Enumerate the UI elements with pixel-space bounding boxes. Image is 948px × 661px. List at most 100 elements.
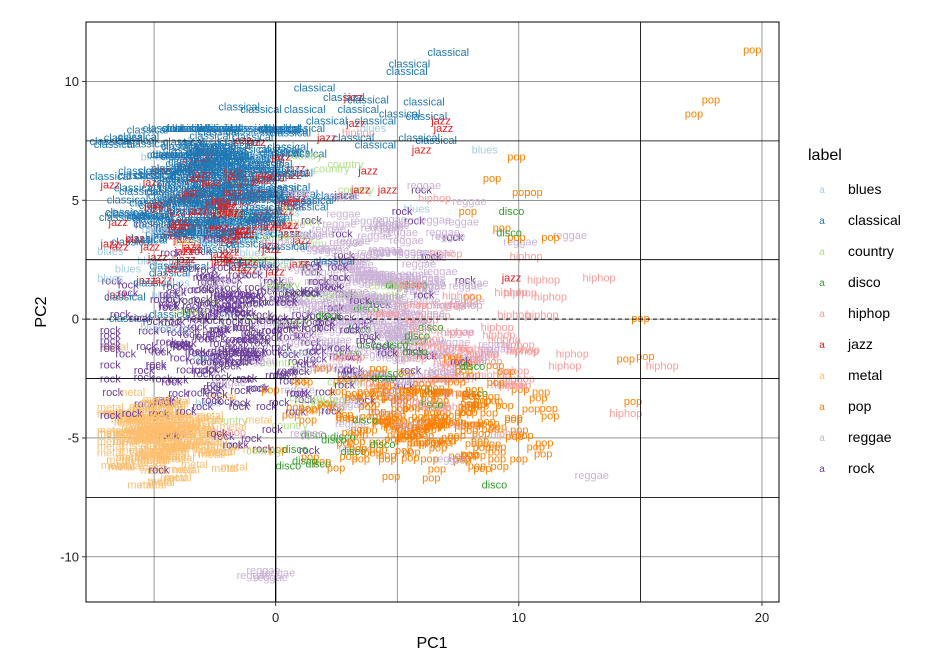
data-point-rock: rock bbox=[149, 411, 170, 423]
data-point-rock: rock bbox=[334, 380, 355, 392]
data-point-classical: classical bbox=[242, 164, 284, 176]
data-point-metal: metal bbox=[116, 430, 143, 442]
data-point-pop: pop bbox=[522, 403, 540, 415]
data-point-jazz: jazz bbox=[100, 180, 121, 192]
data-point-metal: metal bbox=[186, 421, 213, 433]
data-point-rock: rock bbox=[199, 299, 220, 311]
data-point-classical: classical bbox=[207, 150, 249, 162]
data-point-jazz: jazz bbox=[239, 177, 260, 189]
data-point-metal: metal bbox=[154, 435, 181, 447]
data-point-rock: rock bbox=[334, 312, 355, 324]
data-point-rock: rock bbox=[214, 358, 235, 370]
data-point-jazz: jazz bbox=[186, 164, 207, 176]
data-point-rock: rock bbox=[197, 357, 218, 369]
data-point-pop: pop bbox=[421, 386, 439, 398]
data-point-jazz: jazz bbox=[142, 177, 163, 189]
data-point-rock: rock bbox=[403, 346, 424, 358]
data-point-reggae: reggae bbox=[316, 361, 350, 373]
data-point-reggae: reggae bbox=[382, 352, 416, 364]
legend-key-rock: a bbox=[819, 464, 825, 475]
data-point-metal: metal bbox=[130, 425, 157, 437]
data-point-reggae: reggae bbox=[336, 236, 370, 248]
data-point-classical: classical bbox=[258, 183, 300, 195]
data-point-classical: classical bbox=[251, 159, 293, 171]
data-point-pop: pop bbox=[460, 425, 478, 437]
data-point-classical: classical bbox=[212, 186, 254, 198]
data-point-rock: rock bbox=[192, 401, 213, 413]
data-point-reggae: reggae bbox=[424, 367, 458, 379]
data-point-pop: pop bbox=[449, 450, 467, 462]
data-point-rock: rock bbox=[285, 407, 306, 419]
data-point-pop: pop bbox=[434, 386, 452, 398]
data-point-jazz: jazz bbox=[185, 188, 206, 200]
data-point-pop: pop bbox=[743, 44, 761, 56]
data-point-rock: rock bbox=[198, 311, 219, 323]
data-point-jazz: jazz bbox=[216, 197, 237, 209]
data-point-jazz: jazz bbox=[345, 118, 366, 130]
data-point-pop: pop bbox=[443, 352, 461, 364]
data-point-rock: rock bbox=[276, 297, 297, 309]
data-point-pop: pop bbox=[438, 436, 456, 448]
data-point-pop: pop bbox=[364, 388, 382, 400]
data-point-pop: pop bbox=[529, 392, 547, 404]
data-point-classical: classical bbox=[187, 205, 229, 217]
data-point-rock: rock bbox=[280, 319, 301, 331]
data-point-pop: pop bbox=[409, 428, 427, 440]
data-point-classical: classical bbox=[214, 215, 256, 227]
data-point-reggae: reggae bbox=[575, 470, 609, 482]
data-point-rock: rock bbox=[197, 264, 218, 276]
data-point-pop: pop bbox=[493, 223, 511, 235]
data-point-pop: pop bbox=[445, 416, 463, 428]
data-point-disco: disco bbox=[353, 303, 379, 315]
data-point-pop: pop bbox=[485, 396, 503, 408]
data-point-pop: pop bbox=[617, 353, 635, 365]
data-point-classical: classical bbox=[292, 195, 334, 207]
legend-label-hiphop: hiphop bbox=[848, 305, 890, 321]
data-point-rock: rock bbox=[214, 292, 235, 304]
data-point-classical: classical bbox=[189, 201, 231, 213]
data-point-pop: pop bbox=[372, 415, 390, 427]
data-point-metal: metal bbox=[213, 441, 240, 453]
data-point-hiphop: hiphop bbox=[213, 427, 246, 439]
data-point-reggae: reggae bbox=[434, 453, 468, 465]
data-point-reggae: reggae bbox=[376, 306, 410, 318]
data-point-classical: classical bbox=[242, 189, 284, 201]
data-point-hiphop: hiphop bbox=[430, 350, 463, 362]
plot-panel bbox=[86, 22, 779, 602]
data-point-rock: rock bbox=[222, 300, 243, 312]
data-point-classical: classical bbox=[198, 187, 240, 199]
data-point-reggae: reggae bbox=[355, 291, 389, 303]
data-point-pop: pop bbox=[407, 438, 425, 450]
data-point-pop: pop bbox=[461, 390, 479, 402]
data-point-rock: rock bbox=[179, 323, 200, 335]
data-point-jazz: jazz bbox=[220, 234, 241, 246]
data-point-metal: metal bbox=[155, 425, 182, 437]
data-point-metal: metal bbox=[97, 441, 124, 453]
data-point-metal: metal bbox=[101, 460, 128, 472]
data-point-metal: metal bbox=[148, 476, 175, 488]
data-point-pop: pop bbox=[414, 382, 432, 394]
data-point-pop: pop bbox=[423, 406, 441, 418]
data-point-reggae: reggae bbox=[431, 231, 465, 243]
data-point-pop: pop bbox=[532, 387, 550, 399]
data-point-metal: metal bbox=[162, 451, 189, 463]
data-point-pop: pop bbox=[313, 456, 331, 468]
data-point-rock: rock bbox=[248, 216, 269, 228]
data-point-jazz: jazz bbox=[237, 265, 258, 277]
legend-label-jazz: jazz bbox=[847, 336, 873, 352]
data-point-reggae: reggae bbox=[383, 275, 417, 287]
data-point-rock: rock bbox=[231, 356, 252, 368]
data-point-hiphop: hiphop bbox=[450, 419, 483, 431]
data-point-classical: classical bbox=[169, 171, 211, 183]
data-point-disco: disco bbox=[282, 444, 308, 456]
data-point-hiphop: hiphop bbox=[470, 356, 503, 368]
data-point-pop: pop bbox=[401, 427, 419, 439]
data-point-classical: classical bbox=[379, 109, 421, 121]
data-point-jazz: jazz bbox=[150, 165, 171, 177]
data-point-pop: pop bbox=[404, 423, 422, 435]
data-point-pop: pop bbox=[371, 391, 389, 403]
data-point-metal: metal bbox=[139, 462, 166, 474]
data-point-rock: rock bbox=[280, 332, 301, 344]
data-point-metal: metal bbox=[137, 428, 164, 440]
data-point-jazz: jazz bbox=[285, 163, 306, 175]
